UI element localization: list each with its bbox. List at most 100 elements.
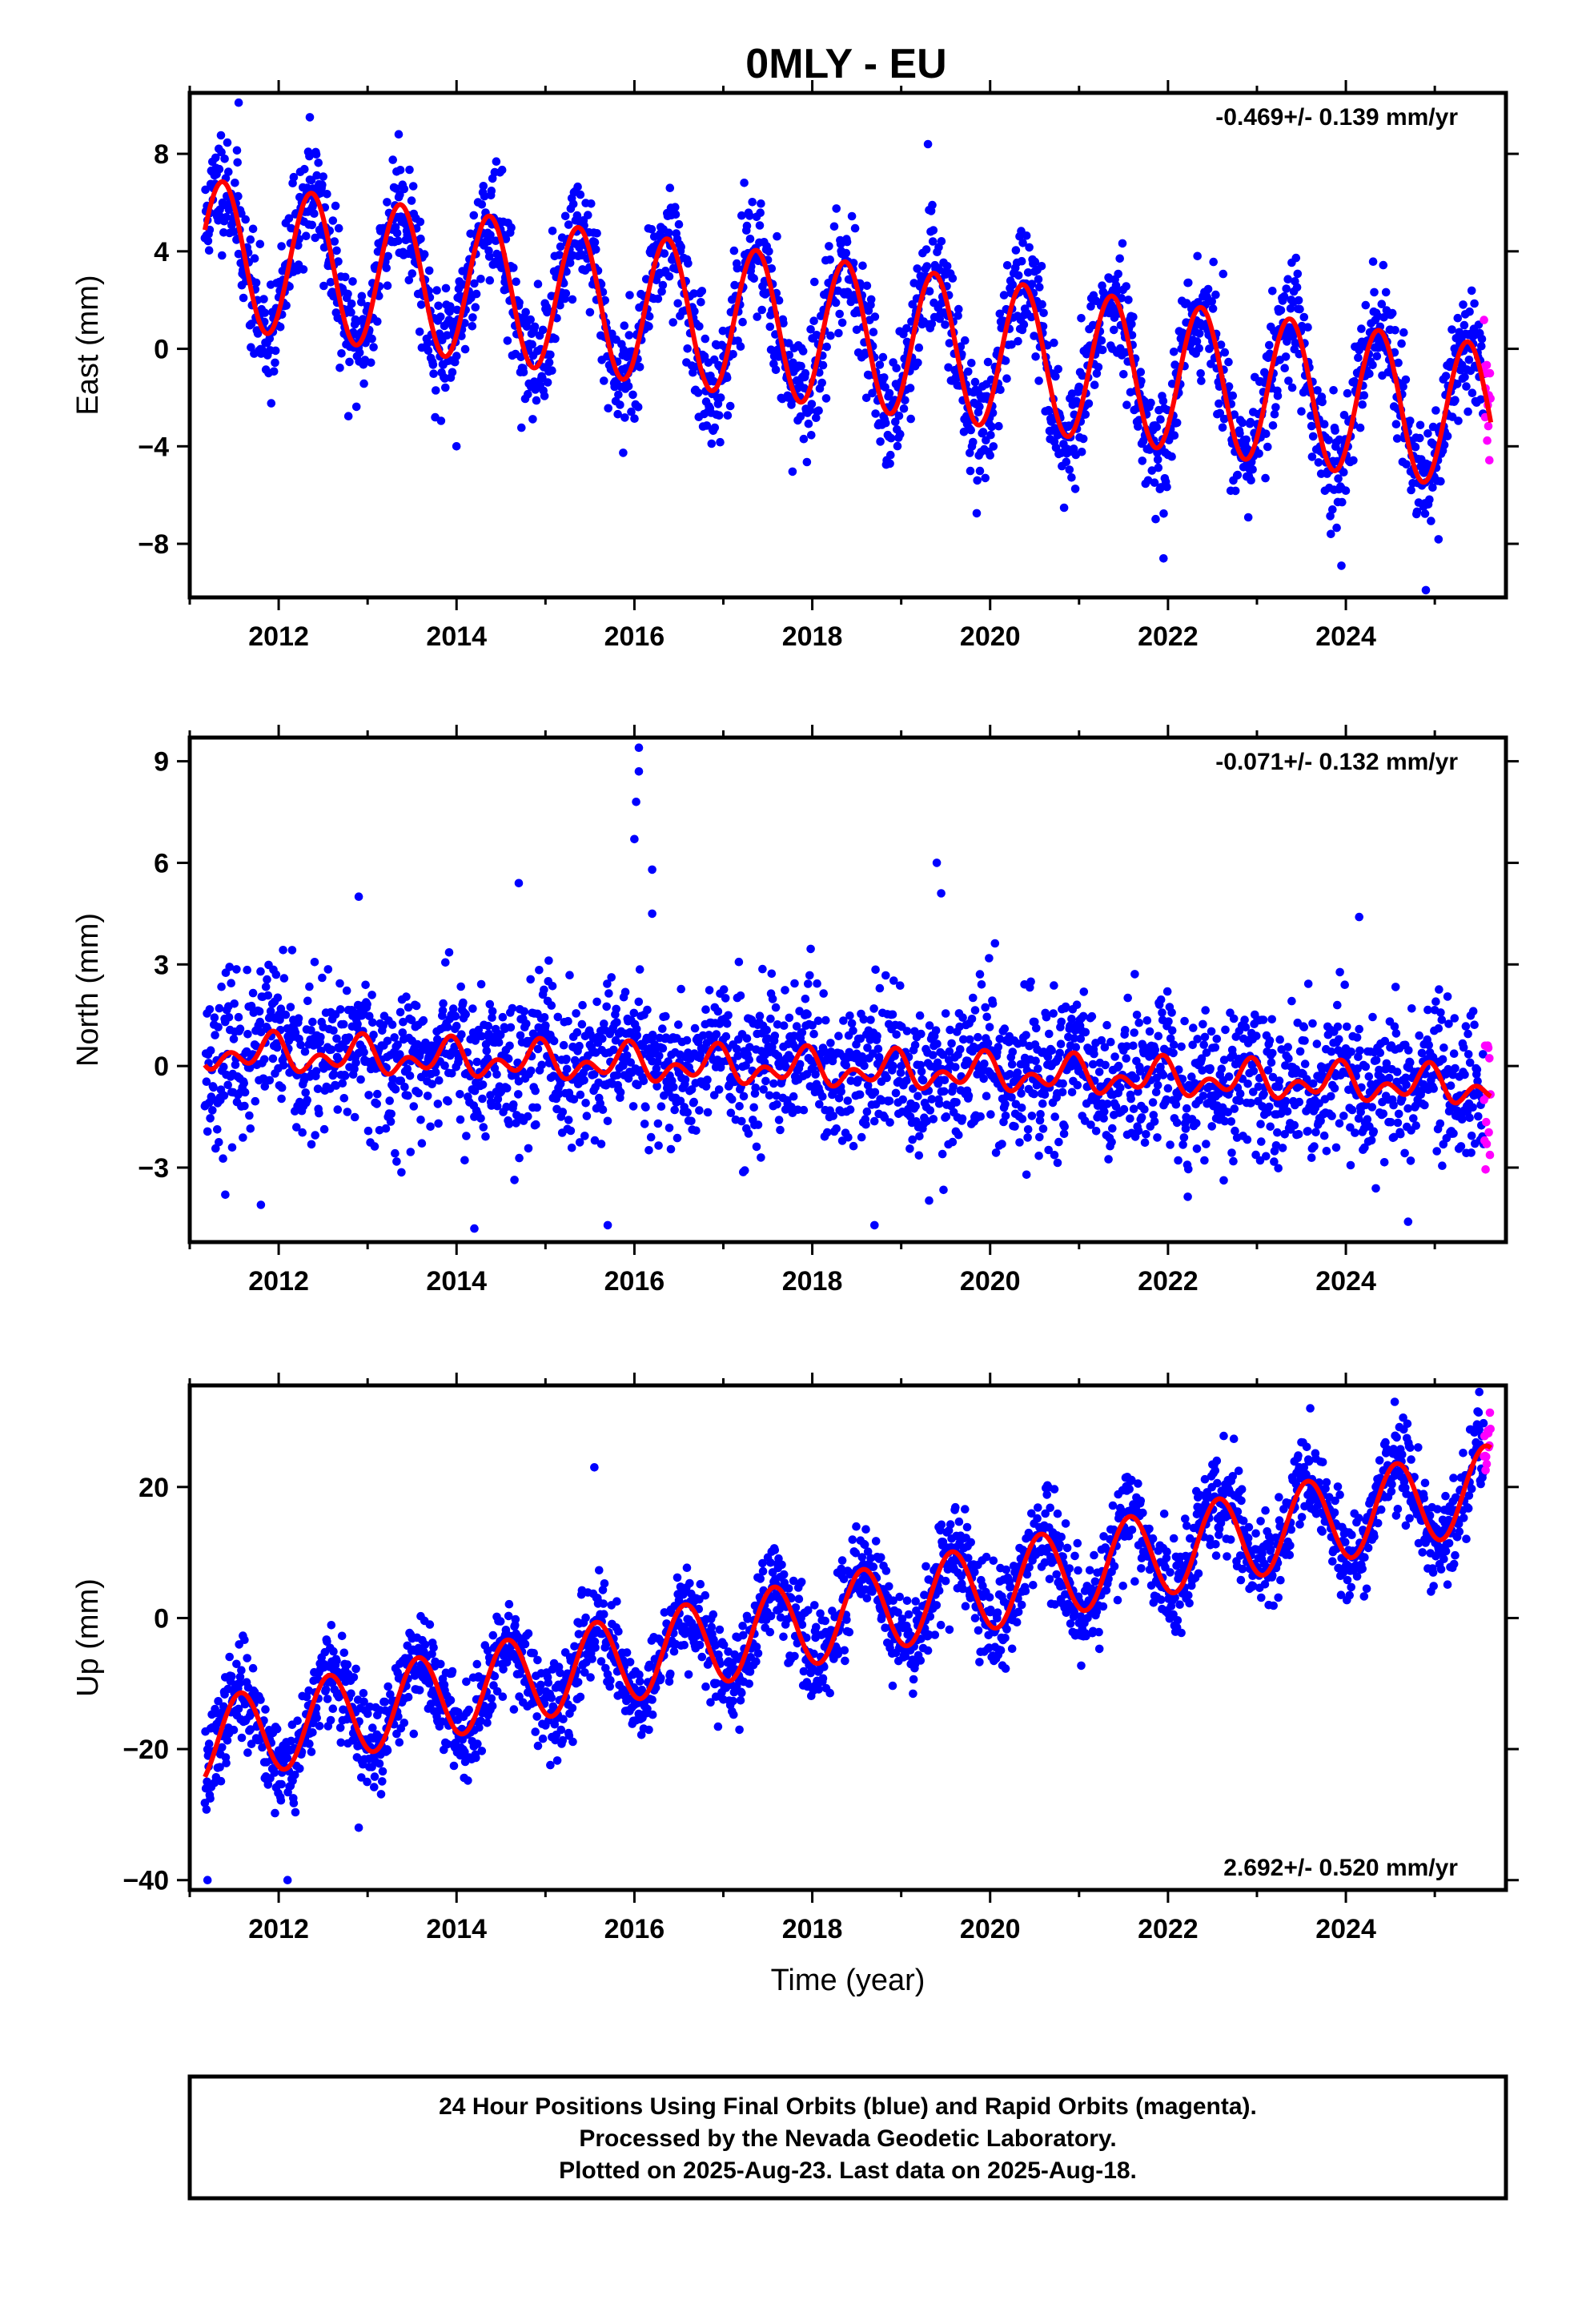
final-orbit-point <box>247 1001 256 1011</box>
final-orbit-point <box>771 1003 781 1012</box>
final-orbit-point <box>813 1016 823 1025</box>
final-orbit-point <box>834 1094 844 1103</box>
final-orbit-point <box>1379 1109 1388 1118</box>
final-orbit-point <box>546 350 555 360</box>
final-orbit-point <box>1045 406 1054 416</box>
final-orbit-point <box>834 1031 843 1040</box>
final-orbit-point <box>343 1108 352 1116</box>
final-orbit-point <box>1457 1115 1467 1124</box>
outlier-point <box>452 442 461 451</box>
final-orbit-point <box>986 451 994 460</box>
final-orbit-point <box>1286 323 1295 332</box>
final-orbit-point <box>689 1097 698 1107</box>
final-orbit-point <box>998 1140 1006 1148</box>
final-orbit-point <box>917 1067 926 1076</box>
final-orbit-point <box>497 263 506 273</box>
final-orbit-point <box>1038 1099 1047 1108</box>
final-orbit-point <box>565 259 575 267</box>
final-orbit-point <box>396 1050 404 1059</box>
final-orbit-point <box>587 199 596 208</box>
final-orbit-point <box>773 1020 782 1029</box>
final-orbit-point <box>1108 1124 1117 1133</box>
final-orbit-point <box>1443 992 1452 1001</box>
final-orbit-point <box>1332 523 1341 533</box>
final-orbit-point <box>598 1105 608 1114</box>
final-orbit-point <box>476 275 485 283</box>
final-orbit-point <box>1208 304 1218 313</box>
final-orbit-point <box>1459 300 1468 309</box>
final-orbit-point <box>448 1069 456 1078</box>
final-orbit-point <box>1355 345 1363 355</box>
final-orbit-point <box>1169 1048 1178 1058</box>
rapid-orbit-point <box>1482 1117 1491 1127</box>
final-orbit-point <box>857 1132 866 1142</box>
final-orbit-point <box>1007 340 1016 349</box>
final-orbit-point <box>1121 1026 1130 1035</box>
final-orbit-point <box>1271 1141 1281 1150</box>
final-orbit-point <box>440 1061 449 1070</box>
final-orbit-point <box>723 411 733 420</box>
final-orbit-point <box>504 1054 513 1063</box>
final-orbit-point <box>1367 1136 1376 1145</box>
final-orbit-point <box>1447 325 1456 334</box>
final-orbit-point <box>1266 1122 1275 1132</box>
final-orbit-point <box>933 1039 942 1048</box>
final-orbit-point <box>408 269 417 278</box>
final-orbit-point <box>433 1100 443 1108</box>
final-orbit-point <box>626 1058 636 1067</box>
final-orbit-point <box>308 1017 317 1027</box>
final-orbit-point <box>938 1050 948 1059</box>
final-orbit-point <box>1275 1035 1284 1044</box>
final-orbit-point <box>666 1144 676 1154</box>
final-orbit-point <box>339 1019 348 1029</box>
final-orbit-point <box>218 251 227 260</box>
final-orbit-point <box>757 199 765 208</box>
final-orbit-point <box>1451 1063 1460 1073</box>
final-orbit-point <box>600 1019 608 1028</box>
final-orbit-point <box>1221 1025 1230 1035</box>
final-orbit-point <box>311 150 321 159</box>
final-orbit-point <box>881 971 890 980</box>
final-orbit-point <box>435 329 444 339</box>
final-orbit-point <box>1295 1047 1305 1056</box>
final-orbit-point <box>665 228 673 238</box>
outlier-point <box>937 889 946 898</box>
final-orbit-point <box>774 1116 784 1124</box>
final-orbit-point <box>721 1031 731 1041</box>
final-orbit-point <box>300 1047 310 1056</box>
final-orbit-point <box>237 209 246 218</box>
final-orbit-point <box>684 259 693 268</box>
final-orbit-point <box>1454 416 1463 425</box>
final-orbit-point <box>1230 1104 1239 1113</box>
final-orbit-point <box>1354 1114 1363 1123</box>
final-orbit-point <box>1315 1099 1323 1108</box>
final-orbit-point <box>428 360 438 369</box>
final-orbit-point <box>547 1001 556 1010</box>
final-orbit-point <box>602 1002 611 1011</box>
final-orbit-point <box>916 1060 926 1070</box>
final-orbit-point <box>628 1102 638 1111</box>
final-orbit-point <box>419 1015 428 1025</box>
final-orbit-point <box>861 1120 870 1129</box>
final-orbit-point <box>896 429 905 439</box>
final-orbit-point <box>472 289 481 299</box>
final-orbit-point <box>771 365 781 375</box>
final-orbit-point <box>416 300 426 309</box>
final-orbit-point <box>737 211 746 220</box>
final-orbit-point <box>400 1082 409 1092</box>
final-orbit-point <box>619 448 628 457</box>
final-orbit-point <box>1189 1023 1198 1032</box>
final-orbit-point <box>1459 1043 1468 1052</box>
final-orbit-point <box>1435 1119 1445 1128</box>
final-orbit-point <box>1187 1072 1196 1081</box>
final-orbit-point <box>658 1024 667 1033</box>
final-orbit-point <box>229 1035 239 1043</box>
final-orbit-point <box>582 1112 592 1120</box>
final-orbit-point <box>1446 1081 1456 1090</box>
final-orbit-point <box>1242 435 1251 444</box>
final-orbit-point <box>1243 1080 1252 1088</box>
final-orbit-point <box>1001 1100 1010 1109</box>
final-orbit-point <box>1387 308 1397 318</box>
final-orbit-point <box>373 247 383 256</box>
final-orbit-point <box>279 1061 288 1070</box>
